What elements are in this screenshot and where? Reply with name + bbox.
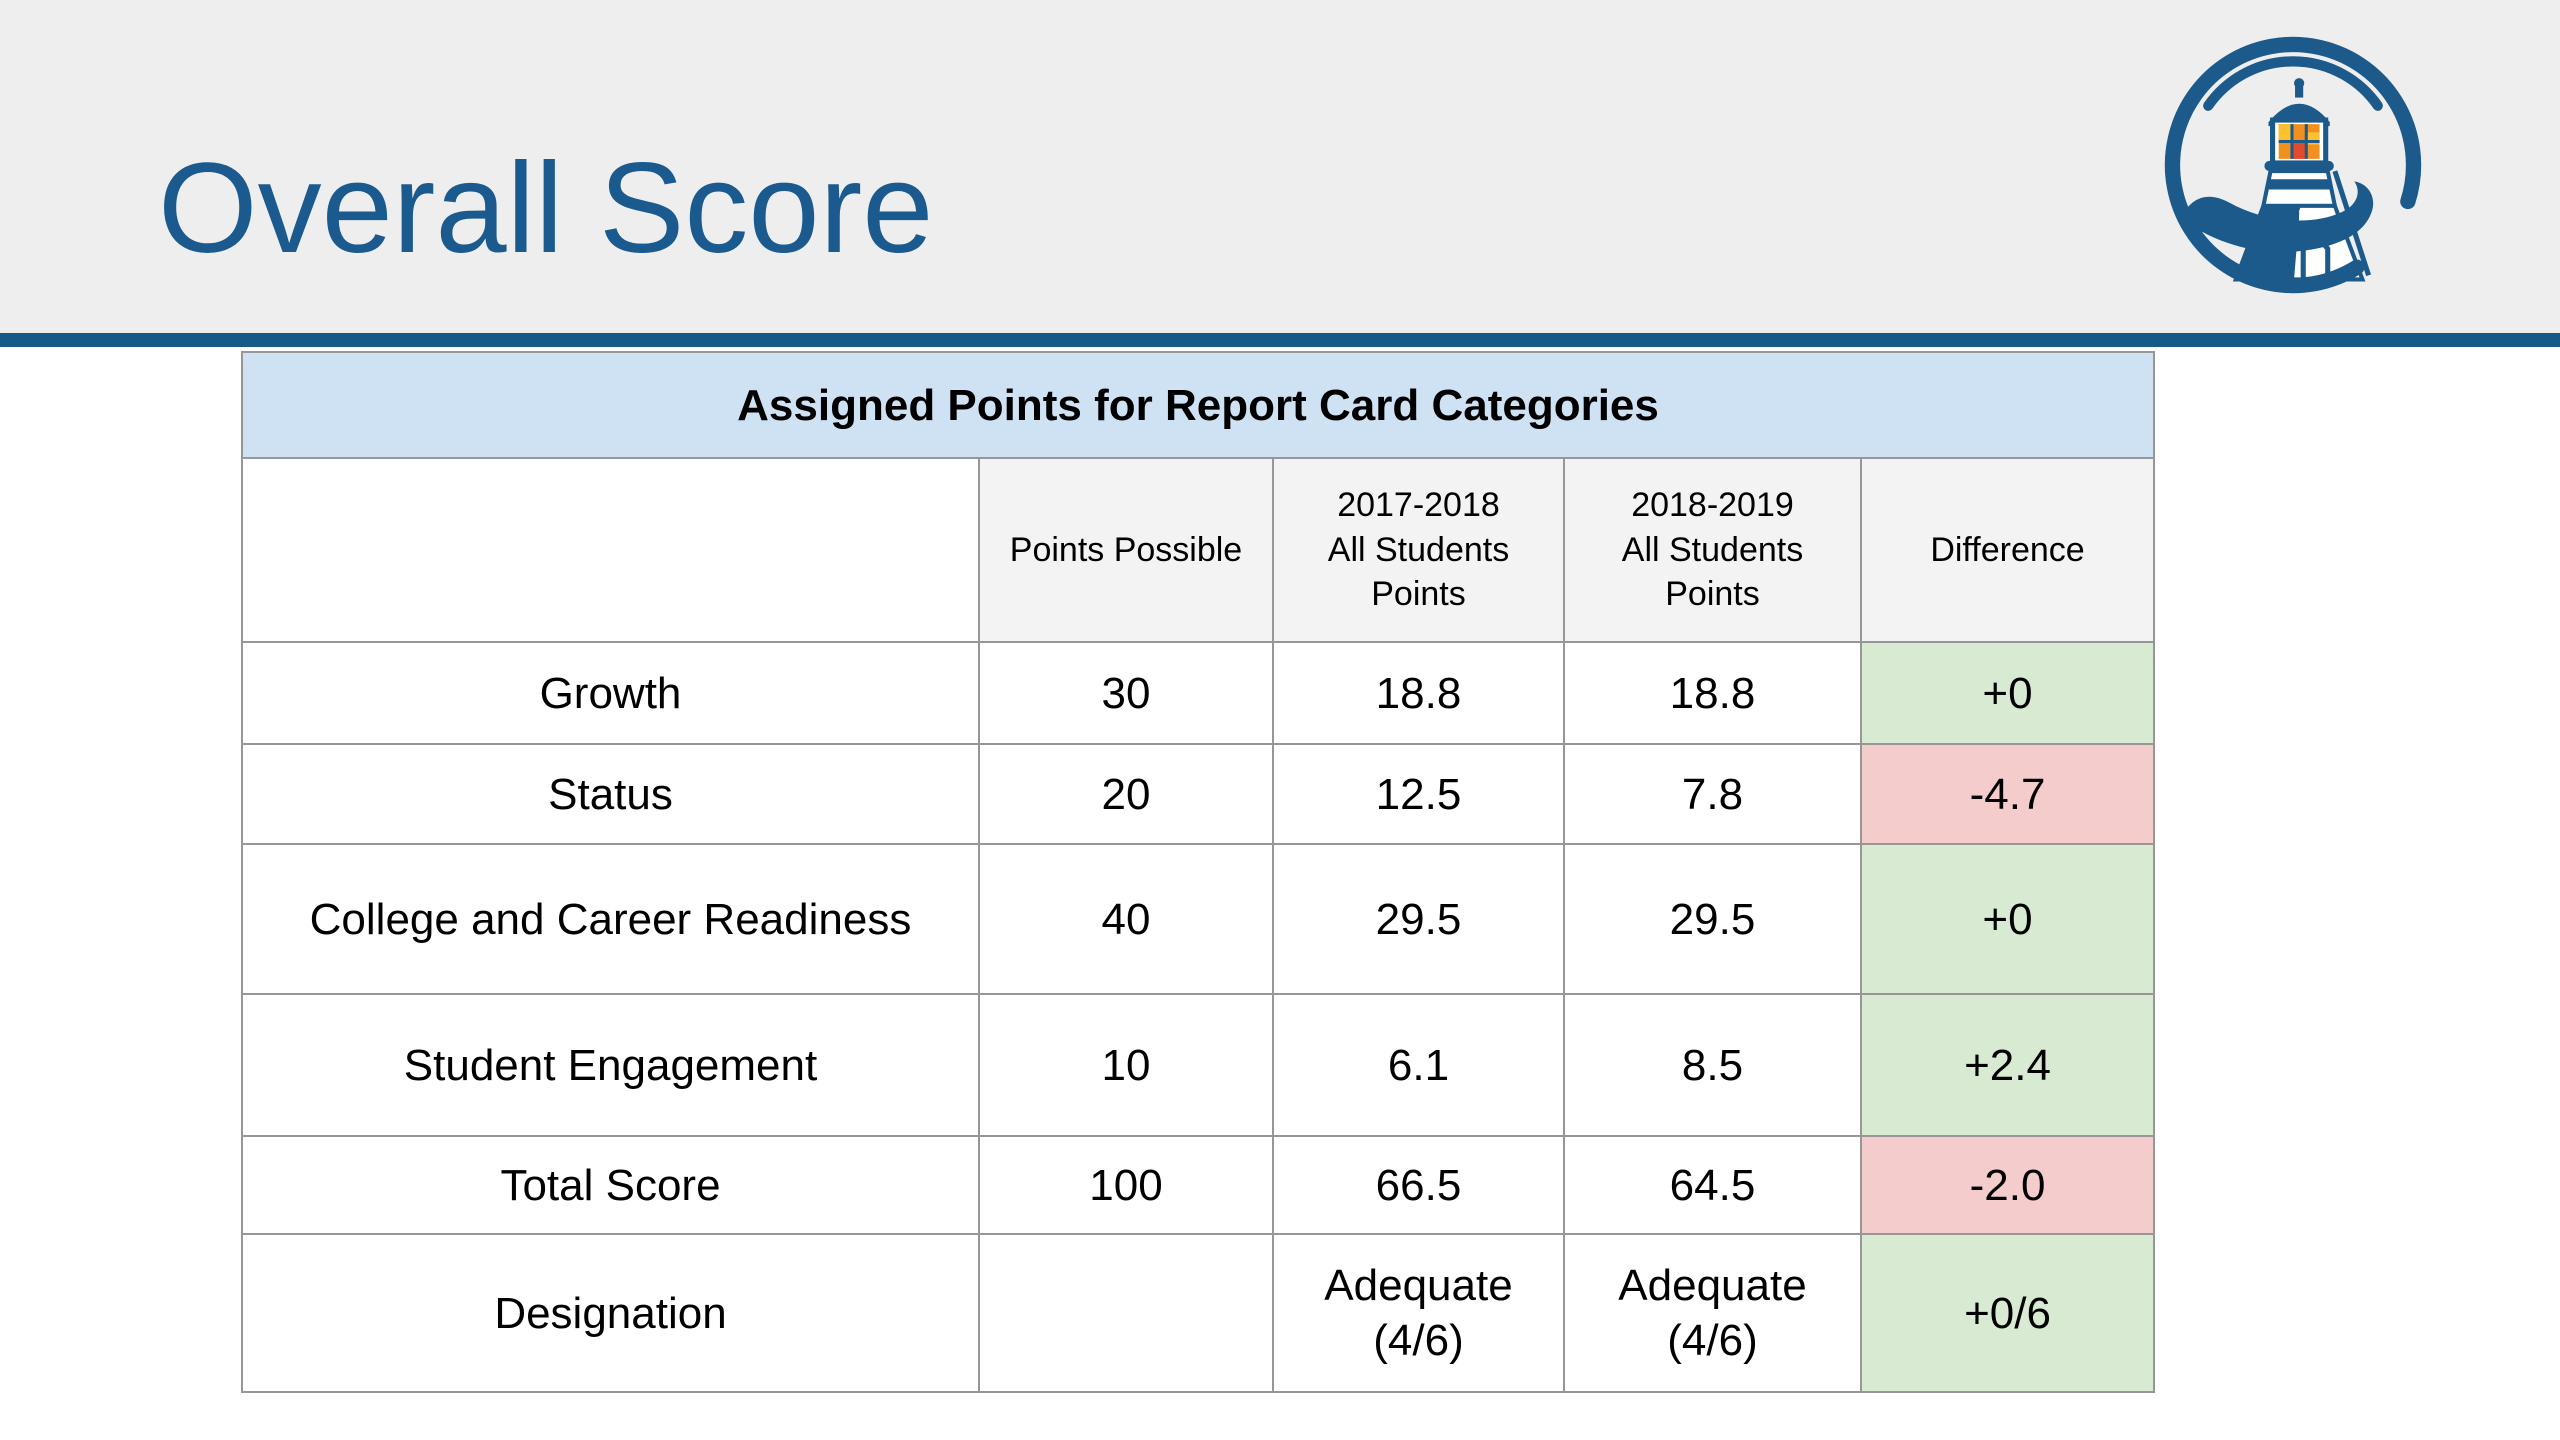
points-2018-cell: 64.5 (1563, 1135, 1862, 1235)
slide-header: Overall Score (0, 0, 2560, 333)
points-2018-cell: Adequate (4/6) (1563, 1233, 1862, 1393)
wave-shape (2180, 181, 2374, 253)
column-header-row: Points Possible 2017-2018 All Students P… (241, 457, 2156, 643)
points-2017-cell: 12.5 (1272, 743, 1565, 845)
points-possible-cell (978, 1233, 1274, 1393)
points-2018-cell: 7.8 (1563, 743, 1862, 845)
table-row-designation: Designation Adequate (4/6) Adequate (4/6… (241, 1233, 2156, 1393)
difference-cell: +2.4 (1859, 993, 2156, 1137)
scores-table: Assigned Points for Report Card Categori… (240, 351, 2156, 1393)
column-header-difference: Difference (1859, 457, 2156, 643)
category-cell: Total Score (241, 1135, 980, 1235)
table-title: Assigned Points for Report Card Categori… (240, 351, 2156, 459)
difference-cell: +0 (1859, 641, 2156, 745)
category-cell: Student Engagement (241, 993, 980, 1137)
column-header-points-possible: Points Possible (978, 457, 1274, 643)
table-row-student-engagement: Student Engagement 10 6.1 8.5 +2.4 (241, 993, 2156, 1137)
difference-cell: +0 (1859, 843, 2156, 995)
column-header-2018-2019: 2018-2019 All Students Points (1563, 457, 1862, 643)
column-header-2017-2018: 2017-2018 All Students Points (1272, 457, 1565, 643)
points-2018-cell: 18.8 (1563, 641, 1862, 745)
difference-cell: -4.7 (1859, 743, 2156, 845)
logo-swoosh (2203, 56, 2383, 111)
points-2017-cell: 29.5 (1272, 843, 1565, 995)
table-row-growth: Growth 30 18.8 18.8 +0 (241, 641, 2156, 745)
points-possible-cell: 40 (978, 843, 1274, 995)
points-possible-cell: 20 (978, 743, 1274, 845)
category-cell: College and Career Readiness (241, 843, 980, 995)
difference-cell: -2.0 (1859, 1135, 2156, 1235)
column-header-blank (241, 457, 980, 643)
header-divider-line (0, 333, 2560, 347)
points-2018-cell: 29.5 (1563, 843, 1862, 995)
table-row-total-score: Total Score 100 66.5 64.5 -2.0 (241, 1135, 2156, 1235)
table-row-status: Status 20 12.5 7.8 -4.7 (241, 743, 2156, 845)
points-2017-cell: 66.5 (1272, 1135, 1565, 1235)
points-2018-cell: 8.5 (1563, 993, 1862, 1137)
points-2017-cell: Adequate (4/6) (1272, 1233, 1565, 1393)
page-title: Overall Score (158, 137, 934, 280)
logo-ring (2164, 36, 2422, 294)
points-possible-cell: 10 (978, 993, 1274, 1137)
points-2017-cell: 6.1 (1272, 993, 1565, 1137)
points-possible-cell: 100 (978, 1135, 1274, 1235)
difference-cell: +0/6 (1859, 1233, 2156, 1393)
category-cell: Growth (241, 641, 980, 745)
points-2017-cell: 18.8 (1272, 641, 1565, 745)
lighthouse-logo-icon (2164, 36, 2422, 294)
points-possible-cell: 30 (978, 641, 1274, 745)
category-cell: Status (241, 743, 980, 845)
table-title-row: Assigned Points for Report Card Categori… (240, 351, 2156, 459)
category-cell: Designation (241, 1233, 980, 1393)
table-row-college-career-readiness: College and Career Readiness 40 29.5 29.… (241, 843, 2156, 995)
